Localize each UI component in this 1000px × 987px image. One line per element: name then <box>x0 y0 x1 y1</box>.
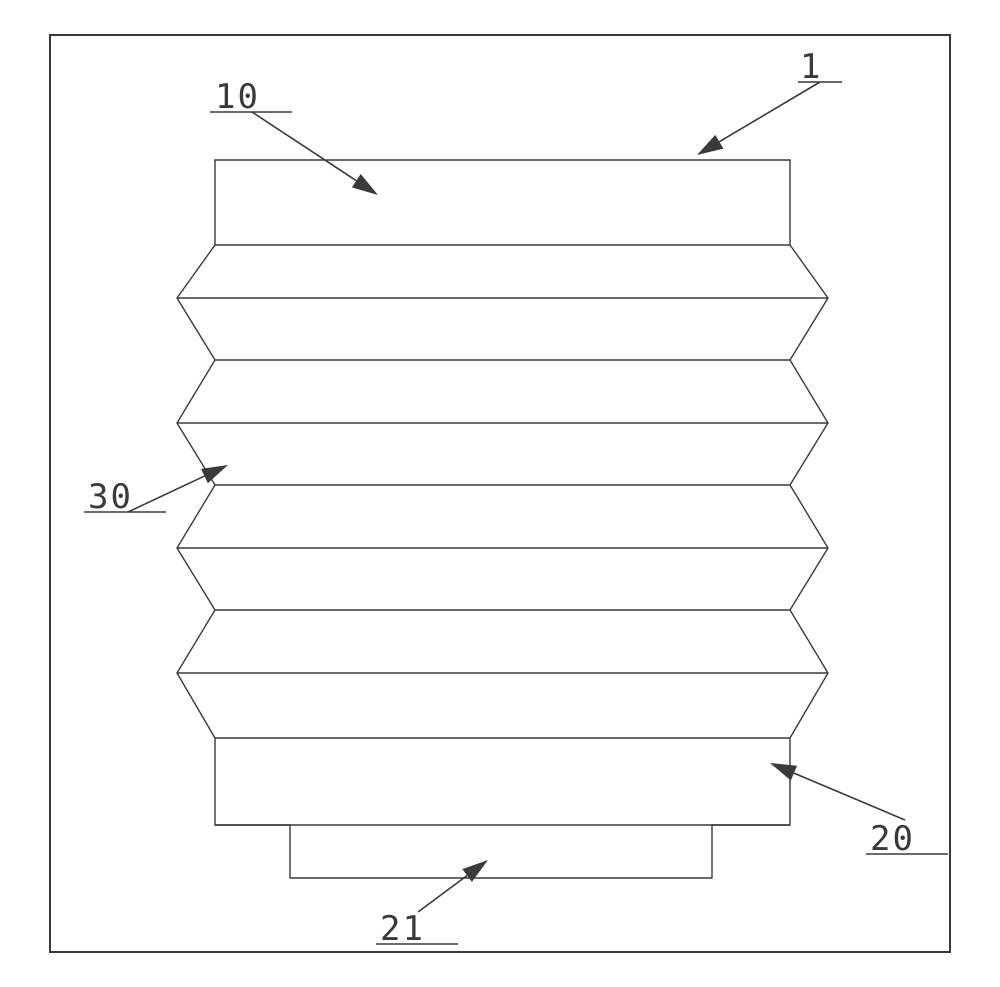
leader <box>252 112 378 195</box>
label-30: 30 <box>84 477 166 517</box>
bellows-body <box>177 160 828 878</box>
label-10: 10 <box>210 77 292 117</box>
leader <box>697 82 820 155</box>
label-10-text: 10 <box>215 77 260 117</box>
label-1-text: 1 <box>800 47 822 87</box>
label-30-text: 30 <box>88 477 133 517</box>
label-20: 20 <box>866 819 948 859</box>
label-1: 1 <box>798 47 842 87</box>
label-21: 21 <box>376 909 458 949</box>
label-21-text: 21 <box>380 909 425 949</box>
label-20-text: 20 <box>870 819 915 859</box>
leader <box>418 860 488 912</box>
